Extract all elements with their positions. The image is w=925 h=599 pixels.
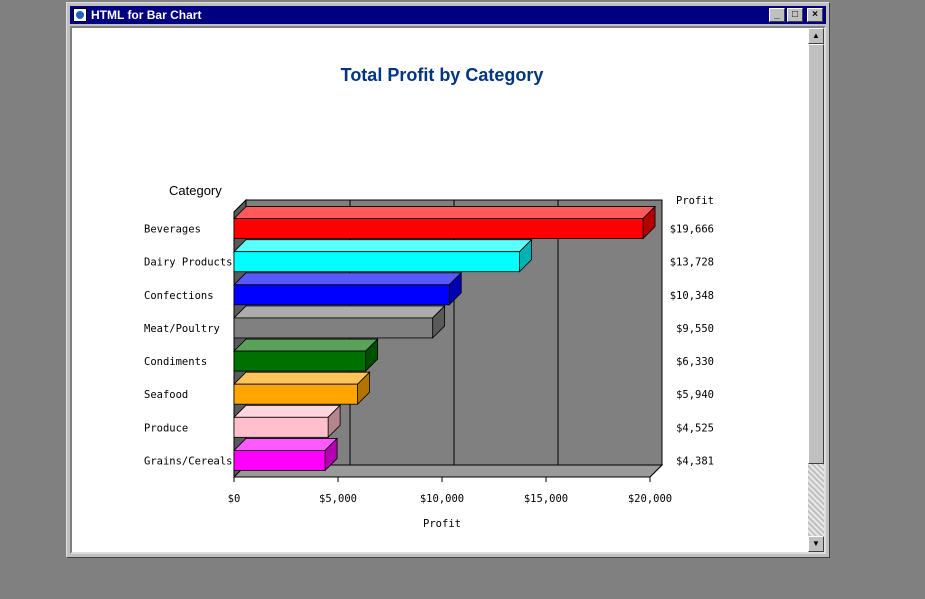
bar-front bbox=[233, 284, 450, 306]
vertical-scrollbar[interactable]: ▲ ▼ bbox=[808, 28, 824, 552]
page-content: Total Profit by Category $0 $5,000 $10,000… bbox=[70, 26, 826, 554]
bar-condiments bbox=[233, 338, 379, 373]
x-tick-label: $0 bbox=[228, 493, 241, 505]
bar-front bbox=[233, 383, 358, 405]
category-header: Category bbox=[169, 183, 222, 198]
x-tick-label: $15,000 bbox=[524, 493, 568, 505]
bar-top bbox=[233, 272, 463, 286]
bar-confections bbox=[233, 271, 463, 306]
bar-top bbox=[233, 206, 657, 219]
value-label: $5,940 bbox=[676, 389, 714, 401]
chart-title: Total Profit by Category bbox=[340, 65, 544, 85]
bar-top bbox=[233, 404, 342, 418]
category-label: Dairy Products bbox=[144, 257, 233, 269]
close-button[interactable]: × bbox=[807, 8, 823, 22]
category-label: Confections bbox=[144, 290, 214, 302]
value-label: $19,666 bbox=[670, 224, 714, 236]
value-label: $6,330 bbox=[676, 356, 714, 368]
browser-window: HTML for Bar Chart _ □ × Total Profit by… bbox=[66, 2, 830, 558]
x-tick-label: $10,000 bbox=[420, 493, 464, 505]
category-label: Produce bbox=[144, 422, 188, 434]
bar-beverages bbox=[233, 205, 657, 240]
category-label: Meat/Poultry bbox=[144, 323, 220, 335]
bar-top bbox=[233, 239, 533, 253]
maximize-button[interactable]: □ bbox=[787, 8, 803, 22]
bar-top bbox=[233, 305, 446, 319]
bar-grains-cereals bbox=[233, 437, 339, 472]
profit-header: Profit bbox=[676, 195, 714, 207]
bar-top bbox=[233, 338, 379, 352]
value-label: $10,348 bbox=[670, 290, 714, 302]
category-label: Condiments bbox=[144, 356, 207, 368]
value-label: $4,525 bbox=[676, 422, 714, 434]
bar-front bbox=[233, 416, 329, 438]
scroll-thumb[interactable] bbox=[808, 44, 824, 464]
x-axis-label: Profit bbox=[423, 518, 461, 530]
bar-front bbox=[233, 450, 326, 471]
minimize-button[interactable]: _ bbox=[769, 8, 785, 22]
value-label: $13,728 bbox=[670, 257, 714, 269]
bar-dairy-products bbox=[233, 238, 533, 273]
x-tick-label: $5,000 bbox=[319, 493, 357, 505]
scroll-up-button[interactable]: ▲ bbox=[808, 28, 824, 44]
bar-chart: $0 $5,000 $10,000 $15,000 $20,000 Profit Categ… bbox=[144, 183, 714, 530]
window-title: HTML for Bar Chart bbox=[91, 8, 202, 22]
bar-seafood bbox=[233, 371, 371, 406]
bar-top bbox=[233, 438, 339, 451]
category-label: Beverages bbox=[144, 224, 201, 236]
category-label: Grains/Cereals bbox=[144, 455, 233, 467]
bar-produce bbox=[233, 404, 342, 439]
title-bar[interactable]: HTML for Bar Chart _ □ × bbox=[70, 6, 826, 24]
bar-front bbox=[233, 317, 434, 339]
bar-front bbox=[233, 350, 367, 372]
bar-top bbox=[233, 371, 371, 385]
value-label: $9,550 bbox=[676, 323, 714, 335]
bar-front bbox=[233, 251, 520, 273]
bar-front bbox=[233, 218, 644, 239]
bar-meat-poultry bbox=[233, 304, 446, 339]
category-label: Seafood bbox=[144, 389, 188, 401]
value-label: $4,381 bbox=[676, 455, 714, 467]
scroll-down-button[interactable]: ▼ bbox=[808, 536, 824, 552]
x-tick-label: $20,000 bbox=[628, 493, 672, 505]
app-icon[interactable] bbox=[73, 8, 87, 22]
